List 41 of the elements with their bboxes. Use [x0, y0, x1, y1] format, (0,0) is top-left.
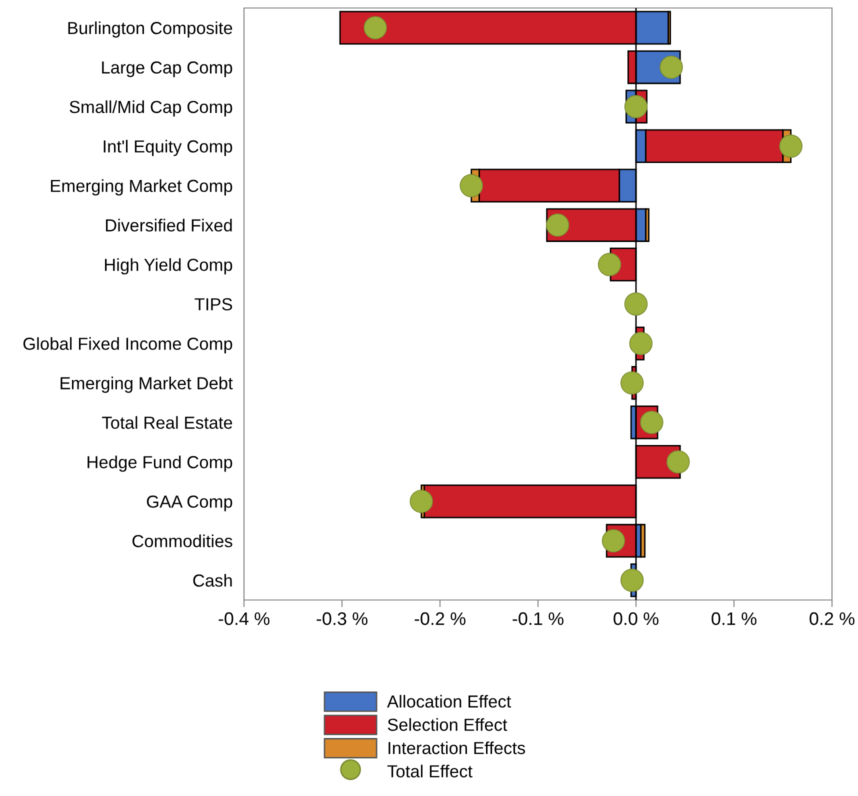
point: [629, 332, 653, 356]
point: [660, 56, 683, 79]
y-tick-label: Total Real Estate: [102, 416, 232, 429]
y-tick-label: Large Cap Comp: [102, 61, 232, 78]
legend-label: Allocation Effect: [387, 694, 512, 708]
y-tick-label: Global Fixed Income Comp: [23, 337, 232, 354]
legend-label: Selection Effect: [388, 718, 508, 731]
legend-label: Interaction Effects: [388, 741, 526, 754]
y-tick-label: Burlington Composite: [68, 21, 232, 38]
point: [546, 213, 570, 237]
x-tick-label: -0.4 %: [218, 612, 270, 626]
y-tick-label: Int'l Equity Comp: [104, 140, 232, 156]
x-tick-label: 0.2 %: [810, 612, 854, 626]
point: [666, 450, 690, 474]
y-tick-label: TIPS: [194, 298, 232, 310]
point: [364, 16, 387, 40]
x-tick-label: 0.1 %: [712, 612, 756, 626]
point: [620, 371, 644, 395]
y-tick-label: Hedge Fund Comp: [88, 456, 232, 472]
x-tick-label: -0.1 %: [512, 612, 564, 626]
y-tick-label: High Yield Comp: [105, 258, 232, 274]
point: [640, 410, 664, 434]
y-tick-label: Emerging Market Debt: [60, 376, 233, 393]
y-tick-label: Cash: [193, 574, 232, 587]
point: [460, 174, 483, 198]
point: [624, 95, 648, 118]
point: [620, 568, 644, 592]
x-tick-label: 0.0 %: [614, 612, 658, 626]
point: [598, 252, 622, 276]
point: [779, 134, 802, 158]
point: [410, 490, 433, 513]
y-tick-label: Emerging Market Comp: [51, 179, 232, 196]
y-tick-label: Commodities: [132, 534, 232, 548]
x-tick-label: -0.3 %: [316, 612, 368, 626]
legend-label: Total Effect: [387, 764, 472, 778]
bar: [640, 524, 646, 558]
x-tick-label: -0.2 %: [414, 612, 466, 626]
y-tick-label: Small/Mid Cap Comp: [70, 100, 232, 117]
point: [624, 292, 648, 316]
y-tick-label: GAA Comp: [146, 496, 232, 512]
y-tick-label: Diversified Fixed: [106, 218, 232, 232]
